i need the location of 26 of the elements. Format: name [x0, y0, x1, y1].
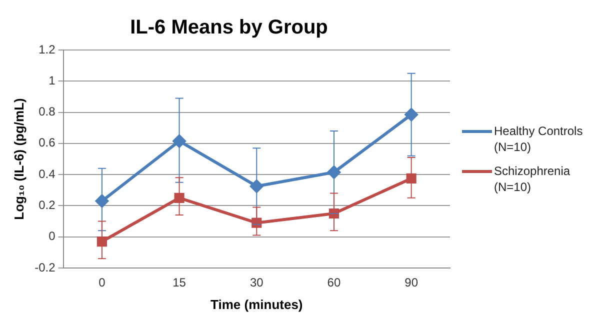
legend-label: Healthy Controls (N=10) — [494, 122, 584, 154]
x-tick-label: 30 — [250, 276, 264, 290]
point — [95, 194, 108, 208]
x-tick-label: 15 — [172, 276, 186, 290]
point — [174, 192, 184, 203]
y-tick-label: 0.4 — [38, 166, 56, 181]
x-tick-label: 60 — [327, 276, 341, 290]
y-tick-label: 0.8 — [38, 104, 56, 119]
point — [404, 108, 418, 122]
y-tick-label: 0.6 — [38, 136, 56, 150]
legend-label: Schizophrenia (N=10) — [494, 162, 572, 194]
y-tick-label: 0 — [48, 229, 56, 244]
y-tick-label: 1.2 — [38, 42, 56, 56]
point — [406, 173, 416, 184]
chart-title: IL-6 Means by Group — [130, 16, 328, 39]
point — [172, 134, 186, 148]
point — [96, 236, 107, 247]
y-tick-label: 0.2 — [38, 198, 56, 212]
point — [327, 166, 340, 179]
x-tick-label: 0 — [98, 276, 106, 290]
point — [250, 180, 264, 193]
y-tick-label: 1 — [48, 73, 56, 88]
x-axis-title: Time (minutes) — [210, 296, 303, 312]
y-tick-label: -0.2 — [34, 260, 56, 274]
y-axis-title: Log₁₀ (IL-6) (pg/mL) — [11, 98, 26, 220]
x-tick-label: 90 — [404, 276, 418, 290]
